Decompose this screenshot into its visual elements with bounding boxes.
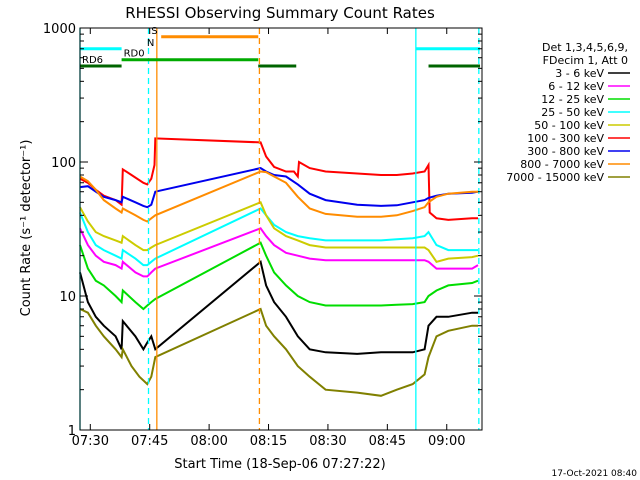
legend-label-8: 7000 - 15000 keV <box>506 171 604 184</box>
state-bar-label-1: RD0 <box>124 49 145 60</box>
x-tick-label-6: 09:00 <box>428 434 465 449</box>
series-line-0 <box>79 259 478 355</box>
footer-timestamp: 17-Oct-2021 08:40 <box>552 469 638 479</box>
legend: Det 1,3,4,5,6,9,FDecim 1, Att 03 - 6 keV… <box>506 41 630 184</box>
state-bar-label-4: N <box>147 38 154 49</box>
x-tick-label-5: 08:45 <box>369 434 406 449</box>
legend-header-1: FDecim 1, Att 0 <box>543 54 628 67</box>
y-tick-label-3: 1000 <box>43 22 76 37</box>
legend-label-7: 800 - 7000 keV <box>520 158 604 171</box>
legend-label-6: 300 - 800 keV <box>527 145 604 158</box>
legend-label-3: 25 - 50 keV <box>541 106 604 119</box>
x-axis-label: Start Time (18-Sep-06 07:27:22) <box>174 457 385 472</box>
plot-frame <box>79 27 483 431</box>
series-line-3 <box>79 207 478 267</box>
state-bar-label-3: S <box>151 26 157 37</box>
series-line-1 <box>79 227 479 278</box>
y-tick-label-1: 10 <box>59 290 76 305</box>
x-tick-label-1: 07:45 <box>131 434 168 449</box>
series-line-2 <box>79 241 479 311</box>
legend-header-0: Det 1,3,4,5,6,9, <box>542 41 628 54</box>
y-tick-label-0: 1 <box>68 424 76 439</box>
y-tick-label-2: 100 <box>51 156 76 171</box>
legend-label-0: 3 - 6 keV <box>555 67 604 80</box>
legend-label-5: 100 - 300 keV <box>527 132 604 145</box>
legend-label-2: 12 - 25 keV <box>541 93 604 106</box>
series-line-4 <box>79 201 479 263</box>
x-tick-label-3: 08:15 <box>250 434 287 449</box>
series-line-7 <box>79 170 478 223</box>
legend-label-1: 6 - 12 keV <box>548 80 604 93</box>
legend-label-4: 50 - 100 keV <box>534 119 604 132</box>
x-tick-label-0: 07:30 <box>72 434 109 449</box>
series-line-8 <box>79 307 478 397</box>
x-tick-label-2: 08:00 <box>190 434 227 449</box>
state-bar-label-2: RD6 <box>82 55 103 66</box>
series-line-6 <box>79 167 479 209</box>
series-line-5 <box>79 137 478 221</box>
x-tick-label-4: 08:30 <box>309 434 346 449</box>
y-axis-label: Count Rate (s⁻¹ detector⁻¹) <box>19 140 34 317</box>
chart-title: RHESSI Observing Summary Count Rates <box>125 4 435 22</box>
